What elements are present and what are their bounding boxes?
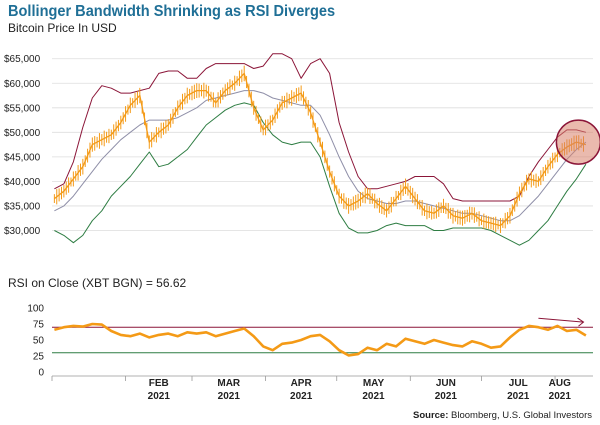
- price-y-tick-label: $35,000: [4, 201, 41, 212]
- source-text: Bloomberg, U.S. Global Investors: [451, 410, 592, 421]
- rsi-y-tick-label: 50: [33, 336, 45, 347]
- x-tick-label-year: 2021: [435, 391, 458, 402]
- x-tick-label-year: 2021: [507, 391, 530, 402]
- chart-subtitle: Bitcoin Price In USD: [8, 21, 117, 35]
- price-y-tick-label: $45,000: [4, 152, 41, 163]
- rsi-arrow-line: [538, 317, 584, 323]
- price-y-tick-label: $65,000: [4, 54, 41, 65]
- x-tick-label-year: 2021: [148, 391, 171, 402]
- lower-band-line: [54, 102, 587, 246]
- rsi-y-axis: 0 25 50 75 100: [27, 304, 44, 379]
- x-tick-label-year: 2021: [218, 391, 241, 402]
- price-y-tick-label: $30,000: [4, 226, 41, 237]
- rsi-caption: RSI on Close (XBT BGN) = 56.62: [8, 276, 187, 290]
- x-tick-label-year: 2021: [362, 391, 385, 402]
- rsi-arrow-head: [577, 317, 585, 327]
- price-annotation: [555, 119, 600, 165]
- x-tick-label-year: 2021: [290, 391, 313, 402]
- x-tick-label-month: JUL: [509, 378, 528, 389]
- price-series: [53, 53, 587, 246]
- chart-title: Bollinger Bandwidth Shrinking as RSI Div…: [8, 3, 336, 20]
- price-y-tick-label: $50,000: [4, 128, 41, 139]
- rsi-y-tick-label: 0: [38, 368, 44, 379]
- rsi-series: [52, 322, 593, 357]
- x-tick-label-year: 2021: [549, 391, 572, 402]
- price-y-tick-label: $40,000: [4, 177, 41, 188]
- price-line: [54, 72, 587, 227]
- x-axis: FEB 2021 MAR 2021 APR 2021 MAY 2021 JUN 2021 JUL 20…: [51, 375, 593, 402]
- rsi-y-tick-label: 25: [33, 352, 45, 363]
- x-tick-label-month: AUG: [549, 378, 571, 389]
- x-tick-label-month: MAY: [363, 378, 385, 389]
- x-tick-label-month: APR: [291, 378, 313, 389]
- source-label: Source:: [413, 410, 449, 421]
- x-tick-label-month: MAR: [217, 378, 241, 389]
- x-tick-label-month: JUN: [436, 378, 456, 389]
- rsi-y-tick-label: 75: [33, 320, 45, 331]
- moving-average-line: [54, 90, 587, 222]
- highlight-circle: [555, 119, 600, 165]
- rsi-line: [54, 322, 587, 357]
- price-y-tick-label: $55,000: [4, 103, 41, 114]
- upper-band-line: [54, 53, 587, 202]
- price-y-tick-label: $60,000: [4, 79, 41, 90]
- price-y-axis: $30,000 $35,000 $40,000 $45,000 $50,000 $55,0…: [4, 54, 41, 237]
- rsi-y-tick-label: 100: [27, 304, 44, 315]
- x-tick-label-month: FEB: [149, 378, 169, 389]
- rsi-annotation: [538, 317, 585, 327]
- source-note: Source: Bloomberg, U.S. Global Investors: [413, 410, 592, 421]
